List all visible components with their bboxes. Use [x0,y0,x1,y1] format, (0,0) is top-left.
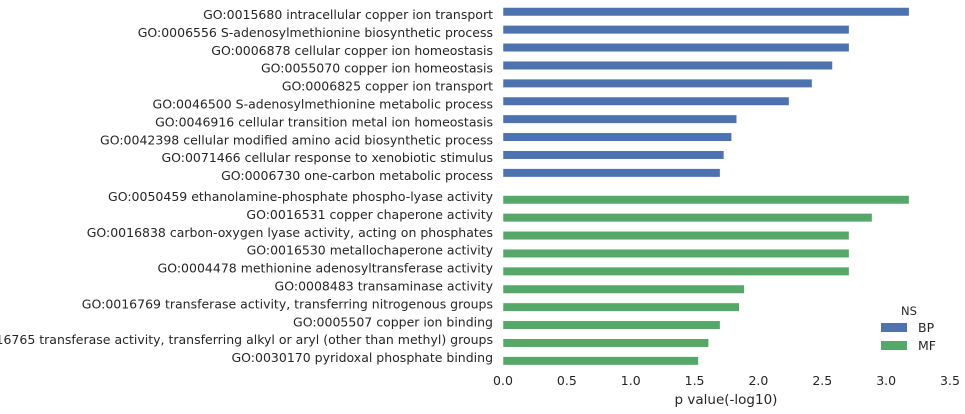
category-label: GO:0046916 cellular transition metal ion… [155,114,493,129]
bar-mf [502,231,850,241]
legend-title: NS [901,304,917,318]
x-axis-label: p value(-log10) [675,392,778,408]
category-label: GO:0030170 pyridoxal phosphate binding [232,350,494,365]
bar-bp [502,132,732,142]
bar-bp [502,25,850,35]
category-label: GO:0055070 copper ion homeostasis [261,61,493,76]
bars-group [502,7,910,366]
category-label: GO:0050459 ethanolamine-phosphate phosph… [108,189,494,204]
bar-mf [502,284,745,294]
bar-bp [502,168,721,178]
category-labels: GO:0015680 intracellular copper ion tran… [0,7,494,365]
bar-bp [502,150,725,160]
legend-swatch-bp [881,323,907,332]
category-label: GO:0015680 intracellular copper ion tran… [203,7,493,22]
legend: NS BP MF [881,304,936,353]
bar-bp [502,43,850,53]
category-label: GO:0042398 cellular modified amino acid … [100,132,493,147]
category-label: GO:0006730 one-carbon metabolic process [221,168,493,183]
category-label: GO:0016765 transferase activity, transfe… [0,332,493,347]
x-tick-label: 1.5 [685,373,705,388]
x-tick-label: 3.0 [876,373,896,388]
category-label: GO:0006825 copper ion transport [282,79,493,94]
x-tick-label: 3.5 [940,373,960,388]
x-tick-label: 2.5 [812,373,832,388]
x-tick-label: 2.0 [748,373,768,388]
category-label: GO:0006556 S-adenosylmethionine biosynth… [138,25,493,40]
bar-bp [502,60,833,70]
legend-swatch-mf [881,341,907,350]
category-label: GO:0016531 copper chaperone activity [246,207,493,222]
category-label: GO:0005507 copper ion binding [293,314,493,329]
bar-mf [502,266,850,276]
legend-label-bp: BP [918,320,935,335]
bar-bp [502,96,790,106]
x-tick-labels: 0.0 0.5 1.0 1.5 2.0 2.5 3.0 3.5 [493,373,960,388]
bar-mf [502,248,850,258]
category-label: GO:0016769 transferase activity, transfe… [82,296,493,311]
category-label: GO:0016838 carbon-oxygen lyase activity,… [87,225,493,240]
category-label: GO:0071466 cellular response to xenobiot… [161,150,493,165]
bar-mf [502,338,709,348]
x-tick-label: 0.5 [557,373,577,388]
category-label: GO:0008483 transaminase activity [275,279,494,294]
bar-mf [502,320,721,330]
bar-bp [502,78,813,88]
bar-mf [502,302,740,312]
category-label: GO:0006878 cellular copper ion homeostas… [211,43,493,58]
category-label: GO:0046500 S-adenosylmethionine metaboli… [153,97,493,112]
category-label: GO:0004478 methionine adenosyltransferas… [158,261,494,276]
bar-mf [502,356,699,366]
bar-mf [502,195,910,205]
legend-label-mf: MF [918,338,936,353]
bar-bp [502,114,737,124]
category-label: GO:0016530 metallochaperone activity [247,243,494,258]
x-tick-label: 0.0 [493,373,513,388]
bar-bp [502,7,910,17]
x-tick-label: 1.0 [621,373,641,388]
bar-mf [502,213,873,223]
